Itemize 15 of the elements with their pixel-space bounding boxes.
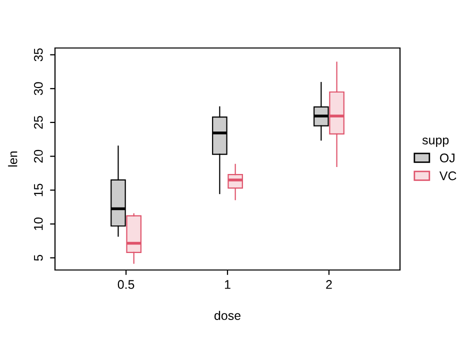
y-tick-label: 35 (34, 48, 43, 62)
y-axis-title: len (8, 151, 18, 166)
legend-label: OJ (440, 154, 454, 162)
y-tick-label: 20 (34, 150, 43, 163)
x-tick-label: 2 (326, 280, 332, 289)
y-tick-label: 30 (34, 82, 43, 96)
y-tick-label: 25 (34, 116, 43, 129)
x-tick-label: 0.5 (118, 280, 134, 289)
legend-label: VC (439, 171, 456, 180)
y-tick-label: 15 (34, 184, 43, 196)
y-tick-label: 5 (34, 254, 43, 261)
x-axis-title: dose (214, 310, 240, 320)
x-tick-label: 1 (224, 280, 230, 289)
legend-title: supp (422, 138, 449, 147)
y-tick-label: 10 (34, 218, 43, 230)
